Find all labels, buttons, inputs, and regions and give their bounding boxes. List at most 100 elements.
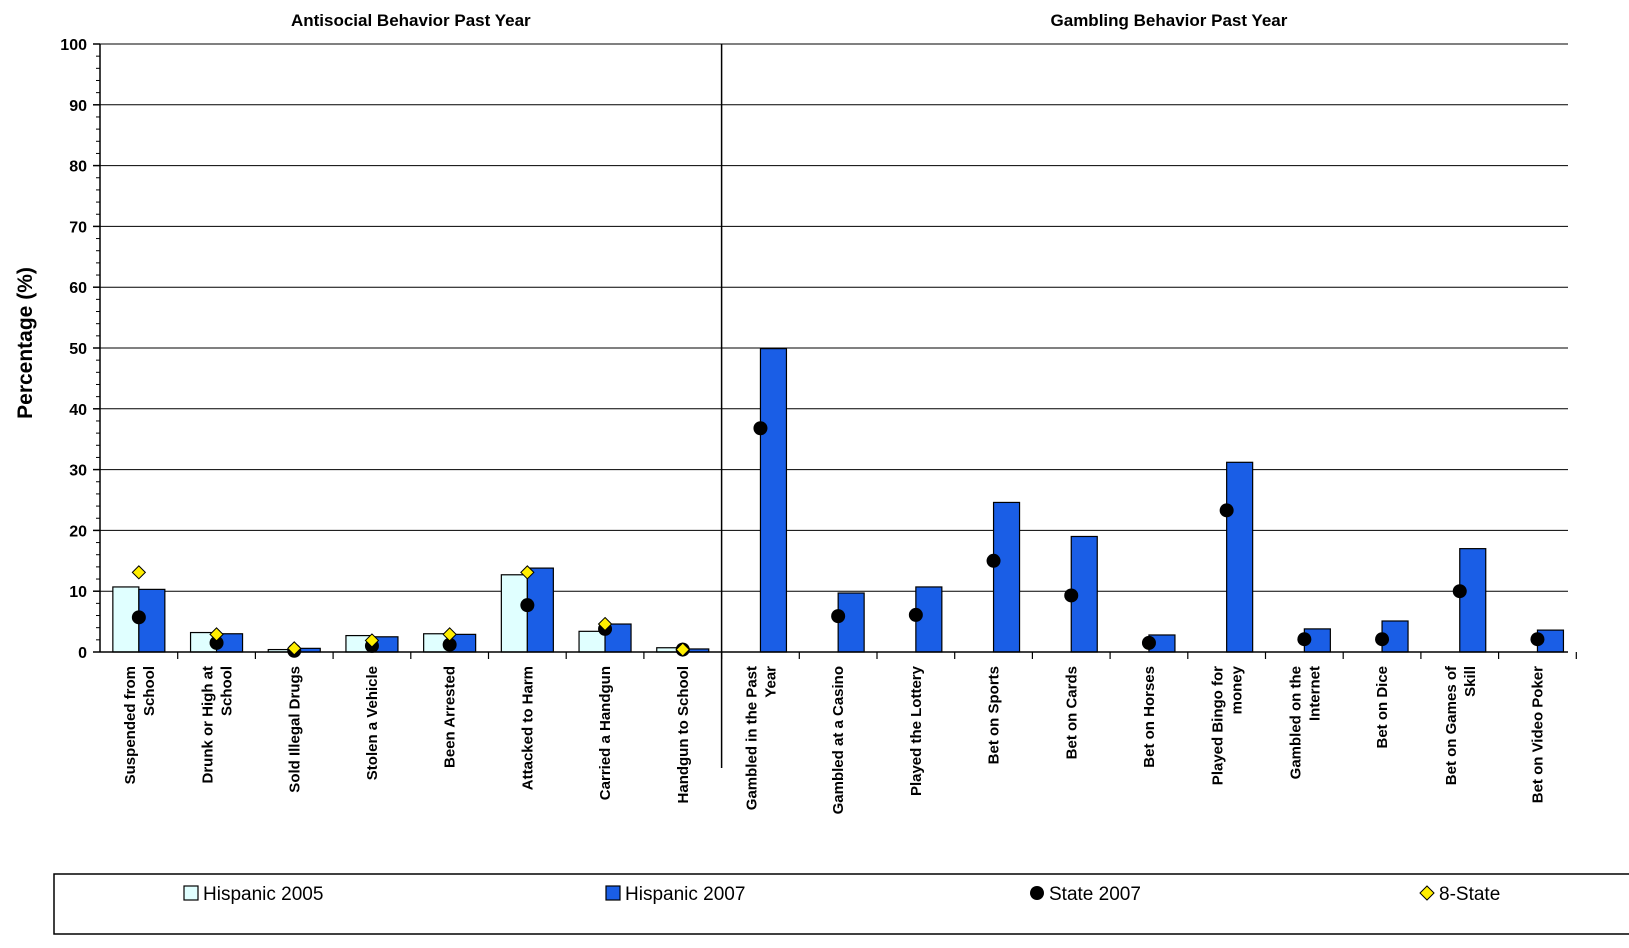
- y-tick-label: 60: [69, 280, 87, 297]
- y-tick-label: 40: [69, 402, 87, 419]
- category-label-line: Bet on Dice: [1374, 666, 1391, 749]
- category-label-line: Attacked to Harm: [519, 666, 536, 790]
- category-label-line: Gambled at a Casino: [830, 666, 847, 814]
- category-label: Attacked to Harm: [519, 666, 536, 790]
- legend-box: [53, 873, 1629, 935]
- category-label: Gambled on the Internet: [1287, 666, 1323, 779]
- category-label-line: Played Bingo for: [1210, 666, 1227, 785]
- legend-label: Hispanic 2005: [203, 884, 323, 905]
- category-label-line: Bet on Video Poker: [1529, 666, 1546, 803]
- category-label: Handgun to School: [675, 666, 692, 803]
- legend: Hispanic 2005 Hispanic 2007 State 2007 8-St…: [53, 873, 1629, 935]
- marker-state-2007: [753, 421, 768, 436]
- category-label: Drunk or High at School: [200, 666, 236, 784]
- category-label-line: School: [219, 666, 236, 716]
- y-tick-label: 10: [69, 584, 87, 601]
- category-label-line: Bet on Games of: [1443, 665, 1460, 785]
- category-label: Bet on Dice: [1374, 666, 1391, 749]
- legend-swatch: [605, 885, 621, 901]
- category-label-line: Year: [762, 666, 779, 698]
- bar-hispanic-2007: [1226, 461, 1254, 653]
- marker-state-2007: [986, 553, 1001, 568]
- category-label-line: Carried a Handgun: [597, 666, 614, 800]
- category-label-line: Handgun to School: [675, 666, 692, 803]
- marker-state-2007: [1452, 584, 1467, 599]
- marker-state-2007: [1219, 503, 1234, 518]
- category-label-line: Bet on Horses: [1141, 666, 1158, 768]
- marker-state-2007: [831, 609, 846, 624]
- labels: 0 10 20 30 40 50 60 70 80 90 100 Percentage (%) Anti…: [14, 11, 1546, 814]
- category-label-line: School: [141, 666, 158, 716]
- marker-state-2007: [442, 637, 457, 652]
- legend-label: Hispanic 2007: [625, 884, 745, 905]
- gridlines: [100, 43, 1568, 592]
- category-label-line: Bet on Cards: [1063, 666, 1080, 759]
- bar-hispanic-2007: [1459, 548, 1487, 653]
- category-label-line: Drunk or High at: [200, 666, 217, 784]
- marker-8-state: [364, 633, 380, 648]
- marker-state-2007: [1141, 635, 1156, 650]
- legend-swatch: [1419, 885, 1435, 901]
- category-label: Suspended from School: [122, 666, 158, 784]
- category-label-line: Skill: [1462, 666, 1479, 697]
- section-title: Antisocial Behavior Past Year: [291, 11, 531, 30]
- category-label-line: money: [1229, 665, 1246, 714]
- category-label: Played the Lottery: [908, 665, 925, 796]
- category-label-line: Stolen a Vehicle: [364, 666, 381, 780]
- category-label-line: Gambled on the: [1287, 666, 1304, 779]
- category-label: Sold Illegal Drugs: [286, 666, 303, 793]
- marker-8-state: [520, 565, 535, 580]
- bar-hispanic-2007: [759, 348, 788, 653]
- category-label-line: Bet on Sports: [986, 666, 1003, 764]
- marker-state-2007: [209, 635, 224, 650]
- marker-state-2007: [1375, 632, 1390, 647]
- category-label: Played Bingo for money: [1210, 665, 1246, 785]
- marker-8-state: [597, 616, 613, 632]
- y-tick-label: 0: [78, 645, 87, 662]
- category-label-line: Sold Illegal Drugs: [286, 666, 303, 793]
- category-label-line: Gambled in the Past: [743, 666, 760, 810]
- marker-8-state: [442, 627, 457, 642]
- y-tick-label: 30: [69, 463, 87, 480]
- bar-hispanic-2005: [500, 574, 528, 653]
- marker-state-2007: [131, 610, 146, 625]
- marker-8-state: [209, 627, 224, 642]
- bar-hispanic-2007: [992, 501, 1021, 653]
- y-tick-label: 100: [60, 37, 87, 54]
- marker-8-state: [287, 641, 302, 656]
- category-label: Bet on Cards: [1063, 666, 1080, 759]
- category-label: Bet on Games of Skill: [1443, 665, 1479, 785]
- marker-state-2007: [1064, 588, 1079, 603]
- legend-label: 8-State: [1439, 884, 1500, 905]
- bars: [112, 348, 1565, 653]
- bar-hispanic-2007: [837, 592, 865, 653]
- marker-state-2007: [908, 607, 923, 622]
- marker-state-2007: [1297, 632, 1312, 647]
- axes: [93, 43, 1577, 768]
- y-tick-label: 70: [69, 219, 87, 236]
- y-tick-label: 80: [69, 159, 87, 176]
- y-tick-label: 90: [69, 98, 87, 115]
- marker-8-state: [675, 642, 690, 657]
- category-label: Stolen a Vehicle: [364, 666, 381, 780]
- marker-state-2007: [1530, 632, 1545, 647]
- category-label: Bet on Sports: [986, 666, 1003, 764]
- category-label: Been Arrested: [442, 666, 459, 768]
- marker-state-2007: [520, 598, 535, 613]
- category-label: Carried a Handgun: [597, 666, 614, 800]
- markers: [131, 421, 1545, 658]
- y-tick-label: 20: [69, 523, 87, 540]
- section-title: Gambling Behavior Past Year: [1051, 11, 1288, 30]
- y-axis-label: Percentage (%): [14, 267, 37, 419]
- marker-8-state: [131, 565, 147, 580]
- category-label-line: Played the Lottery: [908, 665, 925, 796]
- legend-swatch: [183, 885, 199, 901]
- category-label: Gambled in the Past Year: [743, 666, 779, 810]
- legend-label: State 2007: [1049, 884, 1141, 905]
- category-label-line: Suspended from: [122, 666, 139, 784]
- category-label-line: Internet: [1306, 666, 1323, 721]
- legend-swatch: [1030, 886, 1044, 900]
- category-label: Bet on Video Poker: [1529, 666, 1546, 803]
- category-label: Gambled at a Casino: [830, 666, 847, 814]
